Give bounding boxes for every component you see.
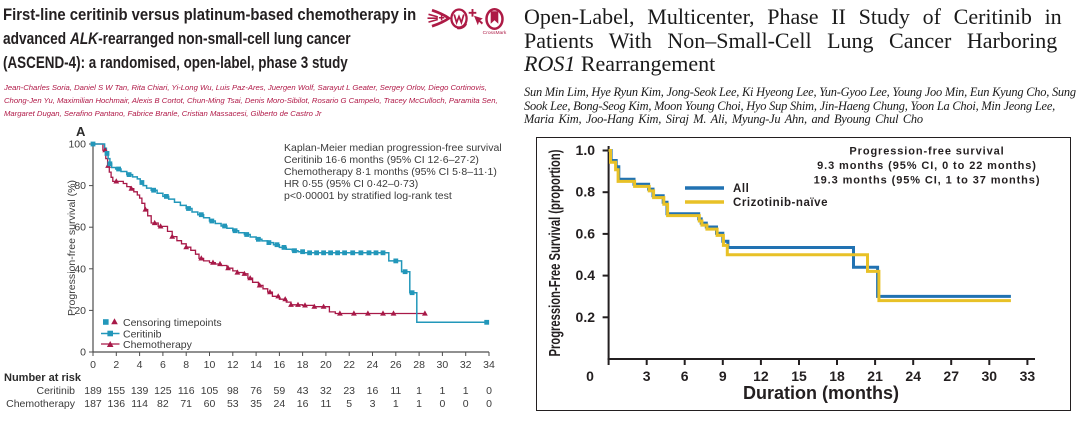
- svg-text:0.4: 0.4: [576, 267, 596, 283]
- svg-text:60: 60: [204, 398, 216, 410]
- svg-text:2: 2: [113, 359, 119, 371]
- svg-text:3: 3: [643, 368, 651, 384]
- svg-text:1: 1: [393, 398, 399, 410]
- svg-text:Ceritinib: Ceritinib: [36, 385, 75, 397]
- svg-text:16: 16: [297, 398, 309, 410]
- svg-text:189: 189: [84, 385, 102, 397]
- svg-text:Ceritinib 16·6 months (95% CI: Ceritinib 16·6 months (95% CI 12·6–27·2): [284, 154, 479, 166]
- svg-text:5: 5: [346, 398, 352, 410]
- svg-text:4: 4: [137, 359, 143, 371]
- svg-text:Chemotherapy 8·1 months (95% C: Chemotherapy 8·1 months (95% CI 5·8–11·1…: [284, 166, 497, 178]
- svg-text:Progression-Free Survival (pro: Progression-Free Survival (proportion): [547, 150, 564, 357]
- svg-text:21: 21: [867, 368, 883, 384]
- svg-text:155: 155: [108, 385, 126, 397]
- svg-text:3: 3: [370, 398, 376, 410]
- svg-text:24: 24: [367, 359, 379, 371]
- svg-text:Duration (months): Duration (months): [743, 383, 899, 403]
- svg-text:11: 11: [320, 398, 331, 410]
- svg-text:18: 18: [829, 368, 845, 384]
- svg-text:1: 1: [439, 385, 445, 397]
- svg-text:15: 15: [791, 368, 807, 384]
- svg-text:All: All: [733, 183, 749, 195]
- svg-text:0: 0: [80, 347, 86, 359]
- svg-text:71: 71: [180, 398, 192, 410]
- svg-text:0.6: 0.6: [576, 225, 596, 241]
- svg-text:20: 20: [320, 359, 332, 371]
- svg-text:HR 0·55 (95% CI 0·42–0·73): HR 0·55 (95% CI 0·42–0·73): [284, 178, 418, 190]
- svg-text:0.8: 0.8: [576, 184, 596, 200]
- svg-text:116: 116: [178, 385, 195, 397]
- svg-text:16: 16: [274, 359, 286, 371]
- svg-text:105: 105: [201, 385, 219, 397]
- svg-text:10: 10: [204, 359, 216, 371]
- svg-text:98: 98: [227, 385, 239, 397]
- svg-text:p<0·00001 by stratified log-ra: p<0·00001 by stratified log-rank test: [284, 190, 452, 202]
- svg-text:40: 40: [74, 263, 86, 275]
- svg-text:33: 33: [1020, 368, 1036, 384]
- svg-text:11: 11: [390, 385, 401, 397]
- svg-text:8: 8: [183, 359, 189, 371]
- svg-text:Ceritinib: Ceritinib: [123, 329, 162, 341]
- svg-text:1: 1: [463, 385, 469, 397]
- svg-text:9: 9: [719, 368, 727, 384]
- svg-text:136: 136: [108, 398, 126, 410]
- svg-text:27: 27: [943, 368, 959, 384]
- svg-text:6: 6: [160, 359, 166, 371]
- svg-text:9.3 months (95% CI, 0 to 22 mo: 9.3 months (95% CI, 0 to 22 months): [817, 160, 1037, 172]
- svg-text:16: 16: [367, 385, 379, 397]
- svg-text:30: 30: [982, 368, 998, 384]
- svg-text:1: 1: [416, 385, 422, 397]
- svg-text:Progression-free survival (%): Progression-free survival (%): [66, 180, 78, 316]
- svg-text:60: 60: [74, 222, 86, 234]
- svg-text:82: 82: [157, 398, 169, 410]
- svg-text:Crizotinib-naïve: Crizotinib-naïve: [733, 197, 828, 209]
- svg-text:34: 34: [483, 359, 495, 371]
- svg-text:Kaplan-Meier median progressio: Kaplan-Meier median progression-free sur…: [284, 142, 502, 154]
- svg-text:12: 12: [227, 359, 239, 371]
- svg-text:Chemotherapy: Chemotherapy: [123, 339, 193, 351]
- svg-text:0: 0: [486, 398, 492, 410]
- svg-text:32: 32: [460, 359, 472, 371]
- svg-text:0.2: 0.2: [576, 309, 596, 325]
- svg-text:0: 0: [586, 368, 594, 384]
- svg-text:43: 43: [297, 385, 309, 397]
- svg-text:Number at risk: Number at risk: [4, 372, 82, 384]
- svg-text:6: 6: [681, 368, 689, 384]
- svg-text:139: 139: [131, 385, 149, 397]
- svg-text:0: 0: [90, 359, 96, 371]
- svg-text:114: 114: [131, 398, 148, 410]
- svg-text:32: 32: [320, 385, 332, 397]
- svg-text:0: 0: [463, 398, 469, 410]
- svg-text:19.3 months (95% CI, 1 to 37 m: 19.3 months (95% CI, 1 to 37 months): [814, 175, 1041, 187]
- svg-text:12: 12: [753, 368, 769, 384]
- svg-text:100: 100: [68, 139, 86, 151]
- svg-text:28: 28: [413, 359, 425, 371]
- svg-text:24: 24: [905, 368, 921, 384]
- svg-text:30: 30: [437, 359, 449, 371]
- svg-text:24: 24: [274, 398, 286, 410]
- svg-text:1: 1: [416, 398, 422, 410]
- svg-text:23: 23: [343, 385, 355, 397]
- svg-text:59: 59: [274, 385, 286, 397]
- svg-text:A: A: [76, 124, 86, 139]
- svg-text:0: 0: [486, 385, 492, 397]
- svg-text:0: 0: [439, 398, 445, 410]
- svg-text:187: 187: [84, 398, 102, 410]
- svg-text:76: 76: [250, 385, 262, 397]
- svg-text:125: 125: [154, 385, 172, 397]
- svg-text:26: 26: [390, 359, 402, 371]
- svg-text:35: 35: [250, 398, 262, 410]
- svg-text:Censoring timepoints: Censoring timepoints: [123, 317, 222, 329]
- svg-text:14: 14: [250, 359, 262, 371]
- svg-text:18: 18: [297, 359, 309, 371]
- svg-text:Progression-free survival: Progression-free survival: [849, 146, 1004, 158]
- svg-text:1.0: 1.0: [576, 142, 596, 158]
- svg-text:22: 22: [343, 359, 355, 371]
- svg-text:Chemotherapy: Chemotherapy: [6, 398, 76, 410]
- svg-text:CrossMark: CrossMark: [483, 30, 507, 36]
- svg-text:20: 20: [74, 305, 86, 317]
- svg-text:53: 53: [227, 398, 239, 410]
- svg-text:80: 80: [74, 180, 86, 192]
